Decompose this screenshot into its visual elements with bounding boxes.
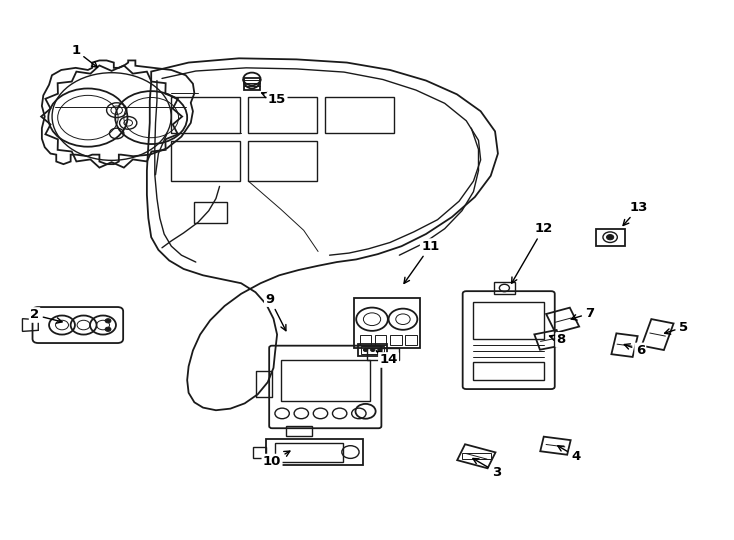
Text: 1: 1 — [71, 44, 98, 68]
Bar — [361, 346, 385, 354]
Circle shape — [105, 319, 111, 323]
Text: 9: 9 — [265, 293, 286, 330]
Bar — [248, 141, 316, 181]
Circle shape — [105, 327, 111, 332]
Bar — [171, 98, 240, 133]
Text: 13: 13 — [623, 201, 648, 226]
Bar — [375, 335, 386, 345]
Circle shape — [378, 348, 382, 352]
Circle shape — [363, 348, 368, 352]
Bar — [596, 229, 625, 246]
Text: 10: 10 — [263, 451, 290, 468]
Bar — [275, 442, 344, 462]
Text: 4: 4 — [558, 446, 581, 463]
Circle shape — [371, 348, 375, 352]
Text: 7: 7 — [571, 307, 595, 320]
Bar — [171, 141, 240, 181]
Text: 12: 12 — [512, 222, 553, 283]
Text: 2: 2 — [30, 308, 62, 323]
Bar — [493, 282, 515, 294]
Bar — [473, 362, 544, 380]
Bar — [462, 453, 491, 460]
Text: 6: 6 — [624, 344, 645, 357]
Bar — [367, 348, 399, 360]
Bar — [195, 202, 227, 224]
Bar — [286, 426, 312, 436]
Bar — [244, 78, 260, 90]
Bar — [325, 98, 393, 133]
Bar — [253, 447, 266, 458]
Text: 5: 5 — [664, 321, 688, 334]
Bar — [280, 361, 370, 401]
Text: 3: 3 — [473, 458, 501, 478]
Text: 15: 15 — [261, 92, 286, 106]
Text: 14: 14 — [377, 351, 398, 367]
Bar — [358, 344, 387, 356]
Bar — [473, 302, 544, 339]
Bar — [248, 98, 316, 133]
Bar — [354, 298, 421, 348]
Bar — [266, 440, 363, 465]
Circle shape — [606, 234, 614, 240]
Bar — [390, 335, 401, 345]
Text: 8: 8 — [550, 333, 566, 346]
Bar — [360, 335, 371, 345]
Bar — [405, 335, 417, 345]
Text: 11: 11 — [404, 240, 440, 284]
